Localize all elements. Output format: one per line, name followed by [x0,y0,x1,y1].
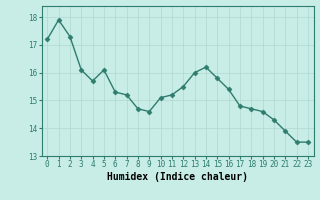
X-axis label: Humidex (Indice chaleur): Humidex (Indice chaleur) [107,172,248,182]
